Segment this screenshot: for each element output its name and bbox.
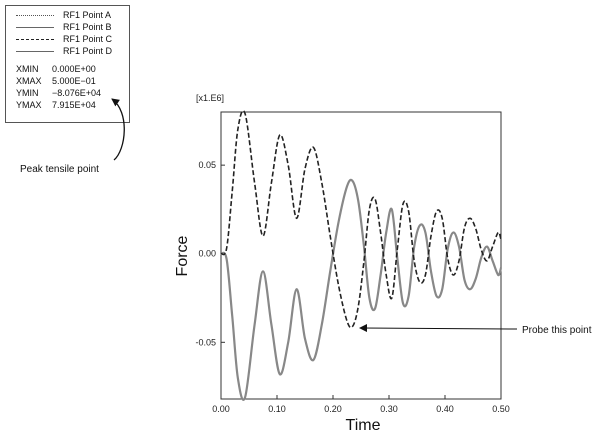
stat-value-xmin: 0.000E+00 (52, 64, 96, 74)
probe-arrow (359, 324, 518, 333)
legend-entry-a: RF1 Point A (6, 10, 129, 21)
legend-entry-c: RF1 Point C (6, 34, 129, 45)
legend-label: RF1 Point D (63, 46, 113, 56)
x-tick-label: 0.50 (492, 404, 510, 414)
stat-value-ymax: 7.915E+04 (52, 100, 96, 110)
series-line-solid (220, 178, 503, 401)
stat-label-ymax: YMAX (16, 100, 42, 110)
peak-tensile-annotation: Peak tensile point (20, 164, 99, 175)
stat-label-ymin: YMIN (16, 88, 39, 98)
axis-ticks: 0.00 0.10 0.20 0.30 0.40 0.50 -0.05 0.00 0.05 (195, 160, 509, 414)
series-line-dashed (220, 109, 502, 329)
y-tick-label: -0.05 (195, 337, 216, 347)
legend-swatch-dotted (16, 15, 54, 16)
x-tick-label: 0.30 (380, 404, 398, 414)
legend-swatch-solid (16, 27, 54, 28)
legend: RF1 Point A RF1 Point B RF1 Point C RF1 … (5, 5, 130, 123)
legend-label: RF1 Point B (63, 22, 112, 32)
legend-entry-b: RF1 Point B (6, 22, 129, 33)
stat-value-ymin: −8.076E+04 (52, 88, 102, 98)
legend-swatch-solid (16, 51, 54, 52)
legend-entry-d: RF1 Point D (6, 46, 129, 57)
legend-label: RF1 Point A (63, 10, 112, 20)
x-tick-label: 0.00 (212, 404, 230, 414)
x-tick-label: 0.20 (324, 404, 342, 414)
peak-tensile-arrow (111, 98, 125, 161)
x-axis-title: Time (346, 417, 381, 434)
stat-value-xmax: 5.000E−01 (52, 76, 96, 86)
stat-label-xmin: XMIN (16, 64, 39, 74)
y-axis-title: Force (174, 235, 191, 276)
y-scale-label: [x1.E6] (196, 93, 224, 103)
legend-label: RF1 Point C (63, 34, 113, 44)
x-tick-label: 0.40 (436, 404, 454, 414)
plot-frame (220, 111, 502, 400)
stat-label-xmax: XMAX (16, 76, 42, 86)
probe-annotation: Probe this point (522, 325, 592, 336)
series-layer (220, 109, 503, 401)
y-tick-label: 0.05 (198, 160, 216, 170)
x-tick-label: 0.10 (268, 404, 286, 414)
y-tick-label: 0.00 (198, 249, 216, 259)
legend-swatch-dashed (16, 39, 54, 40)
